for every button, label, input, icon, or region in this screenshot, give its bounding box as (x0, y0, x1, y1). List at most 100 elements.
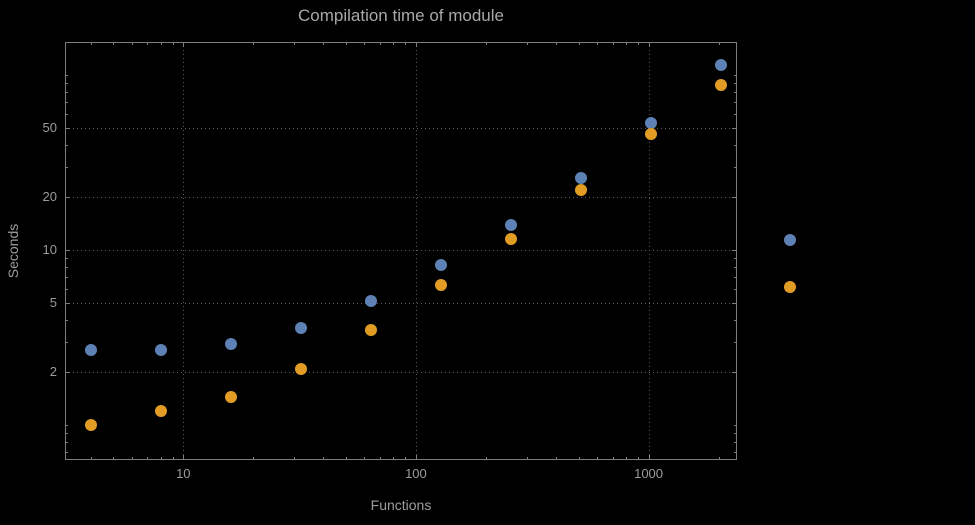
x-tick-minor (612, 42, 614, 45)
x-tick-major (183, 455, 185, 460)
y-tick-minor (734, 432, 737, 434)
y-tick-minor (734, 267, 737, 269)
data-point-series1 (574, 171, 587, 184)
x-tick-minor (379, 457, 381, 460)
data-point-series2 (574, 184, 587, 197)
x-tick-minor (147, 457, 149, 460)
x-tick-minor (131, 42, 133, 45)
y-tick-minor (65, 83, 68, 85)
x-tick-minor (555, 42, 557, 45)
x-tick-major (648, 42, 650, 47)
data-point-series1 (294, 321, 307, 334)
data-point-series1 (714, 58, 727, 71)
data-point-series2 (224, 390, 237, 403)
gridline-y (65, 372, 737, 374)
y-tick-minor (65, 102, 68, 104)
y-tick-label: 20 (42, 189, 57, 205)
legend-marker-series1 (784, 234, 796, 246)
y-tick-minor (734, 114, 737, 116)
x-tick-minor (578, 457, 580, 460)
data-point-series1 (84, 343, 97, 356)
x-tick-minor (160, 457, 162, 460)
chart-title: Compilation time of module (298, 6, 504, 25)
y-tick-minor (65, 432, 68, 434)
x-tick-minor (323, 42, 325, 45)
y-tick-minor (734, 319, 737, 321)
gridline-y (65, 127, 737, 129)
x-tick-minor (364, 457, 366, 460)
x-tick-major (183, 42, 185, 47)
x-tick-minor (379, 42, 381, 45)
x-tick-major (415, 455, 417, 460)
y-tick-minor (734, 452, 737, 453)
x-tick-minor (345, 457, 347, 460)
x-tick-minor (160, 42, 162, 45)
y-tick-minor (734, 75, 737, 77)
x-tick-minor (131, 457, 133, 460)
data-point-series2 (294, 362, 307, 375)
x-tick-minor (718, 42, 720, 45)
x-tick-minor (612, 457, 614, 460)
x-tick-minor (90, 42, 92, 45)
y-tick-minor (65, 258, 68, 260)
data-point-series1 (364, 295, 377, 308)
y-tick-minor (734, 83, 737, 85)
y-tick-major (732, 127, 737, 129)
x-tick-minor (596, 457, 598, 460)
x-tick-minor (626, 457, 627, 460)
x-tick-minor (526, 42, 528, 45)
y-tick-minor (65, 288, 68, 290)
y-tick-minor (65, 341, 68, 343)
x-tick-minor (253, 457, 255, 460)
gridline-y (65, 197, 737, 199)
x-tick-minor (345, 42, 347, 45)
y-tick-major (65, 197, 70, 199)
gridline-y (65, 250, 737, 252)
x-tick-minor (294, 457, 296, 460)
data-point-series2 (504, 233, 517, 246)
y-tick-minor (734, 258, 737, 260)
y-tick-minor (734, 424, 737, 426)
y-tick-major (732, 372, 737, 374)
y-tick-minor (734, 441, 737, 443)
gridline-y (65, 302, 737, 304)
x-tick-minor (626, 42, 627, 45)
x-tick-minor (718, 457, 720, 460)
x-tick-minor (393, 457, 395, 460)
y-tick-minor (65, 114, 68, 116)
x-tick-minor (147, 42, 149, 45)
data-point-series2 (84, 418, 97, 431)
legend-marker-series2 (784, 281, 796, 293)
data-point-series2 (644, 128, 657, 141)
x-tick-label: 1000 (634, 466, 664, 481)
y-axis-label: Seconds (5, 223, 21, 279)
y-tick-minor (65, 452, 68, 453)
x-tick-minor (405, 457, 407, 460)
y-tick-minor (734, 288, 737, 290)
y-tick-label: 5 (49, 294, 57, 310)
y-tick-minor (65, 267, 68, 269)
x-tick-minor (364, 42, 366, 45)
y-tick-minor (65, 319, 68, 321)
data-point-series1 (154, 343, 167, 356)
y-tick-minor (65, 75, 68, 77)
y-tick-minor (734, 92, 737, 94)
y-tick-label: 2 (49, 364, 57, 380)
y-tick-major (65, 372, 70, 374)
x-tick-major (415, 42, 417, 47)
data-point-series2 (154, 405, 167, 418)
y-tick-label: 10 (42, 242, 57, 258)
data-point-series2 (364, 323, 377, 336)
data-point-series1 (504, 218, 517, 231)
y-tick-minor (734, 144, 737, 146)
y-tick-minor (65, 441, 68, 443)
x-tick-minor (172, 42, 174, 45)
x-tick-minor (113, 42, 115, 45)
data-point-series2 (714, 78, 727, 91)
x-tick-minor (294, 42, 296, 45)
y-tick-minor (65, 92, 68, 94)
y-tick-major (732, 197, 737, 199)
y-tick-minor (65, 424, 68, 426)
x-tick-minor (113, 457, 115, 460)
